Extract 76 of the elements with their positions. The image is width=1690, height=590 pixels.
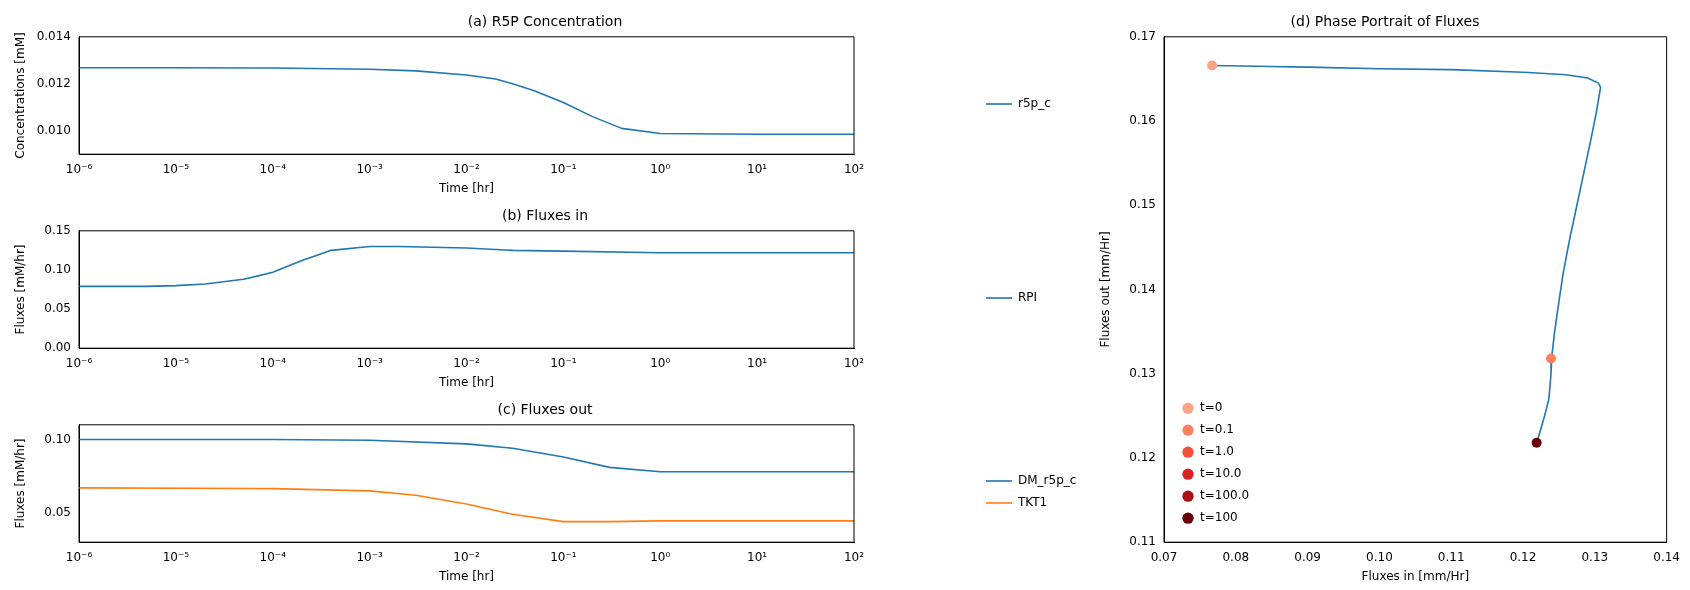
legend-label: t=100 xyxy=(1200,510,1238,525)
x-tick-label: 10⁻⁶ xyxy=(65,355,93,370)
x-tick-label: 10⁰ xyxy=(650,355,671,370)
point xyxy=(1546,353,1557,364)
x-tick-label: 10¹ xyxy=(747,355,768,370)
y-axis-title: Concentrations [mM] xyxy=(13,32,28,159)
x-tick-label: 10⁰ xyxy=(650,549,671,564)
x-tick-label: 10⁻¹ xyxy=(550,161,577,176)
x-tick-label: 10² xyxy=(843,161,865,176)
x-tick-label: 10⁻¹ xyxy=(550,355,577,370)
x-tick-label: 0.13 xyxy=(1581,549,1609,564)
x-tick-label: 10⁻³ xyxy=(356,161,384,176)
point xyxy=(1531,437,1542,448)
chart-title: (b) Fluxes in xyxy=(501,207,589,224)
y-tick-label: 0.11 xyxy=(1129,534,1156,549)
x-tick-label: 10⁻¹ xyxy=(550,549,577,564)
x-tick-label: 0.14 xyxy=(1653,549,1680,564)
x-tick-label: 10⁻⁴ xyxy=(259,161,287,176)
y-tick-label: 0.15 xyxy=(44,222,71,237)
x-tick-label: 0.10 xyxy=(1366,549,1393,564)
x-tick-label: 10⁻⁴ xyxy=(259,355,287,370)
x-axis-title: Time [hr] xyxy=(437,568,495,583)
legend-label: t=10.0 xyxy=(1200,466,1242,481)
x-tick-label: 10¹ xyxy=(747,161,768,176)
y-tick-label: 0.012 xyxy=(36,75,71,90)
x-tick-label: 10⁻⁴ xyxy=(259,549,287,564)
point xyxy=(1207,60,1218,71)
chart-title: (d) Phase Portrait of Fluxes xyxy=(1290,13,1480,30)
x-tick-label: 10⁻⁶ xyxy=(65,161,93,176)
legend-label: r5p_c xyxy=(1018,96,1051,111)
y-tick-label: 0.10 xyxy=(44,262,71,277)
y-tick-label: 0.14 xyxy=(1129,281,1156,296)
x-tick-label: 0.12 xyxy=(1509,549,1537,564)
y-tick-label: 0.12 xyxy=(1129,450,1156,465)
y-tick-label: 0.16 xyxy=(1129,113,1156,128)
x-tick-label: 10⁻⁵ xyxy=(162,549,190,564)
x-axis-title: Time [hr] xyxy=(437,374,495,389)
legend-label: t=0.1 xyxy=(1200,422,1234,437)
x-tick-label: 10⁻⁶ xyxy=(65,549,93,564)
chart-title: (a) R5P Concentration xyxy=(467,13,623,30)
y-axis-title: Fluxes [mM/hr] xyxy=(13,438,28,529)
legend-label: t=100.0 xyxy=(1200,488,1250,503)
y-tick-label: 0.010 xyxy=(36,122,71,137)
x-tick-label: 10⁻⁵ xyxy=(162,355,190,370)
x-tick-label: 0.07 xyxy=(1150,549,1178,564)
y-axis-title: Fluxes [mM/hr] xyxy=(13,244,28,335)
x-tick-label: 0.09 xyxy=(1294,549,1321,564)
y-tick-label: 0.15 xyxy=(1129,197,1156,212)
y-tick-label: 0.05 xyxy=(44,301,71,316)
x-tick-label: 10⁻³ xyxy=(356,355,384,370)
y-tick-label: 0.17 xyxy=(1129,28,1156,43)
y-tick-label: 0.10 xyxy=(44,431,71,446)
y-tick-label: 0.13 xyxy=(1129,365,1156,380)
x-tick-label: 0.08 xyxy=(1222,549,1250,564)
y-tick-label: 0.00 xyxy=(44,340,71,355)
x-tick-label: 10¹ xyxy=(747,549,768,564)
x-tick-label: 10² xyxy=(843,549,865,564)
x-tick-label: 10⁻³ xyxy=(356,549,384,564)
x-tick-label: 10⁻² xyxy=(453,161,480,176)
x-tick-label: 10⁻² xyxy=(453,549,480,564)
x-tick-label: 10⁻² xyxy=(453,355,480,370)
legend-label: t=0 xyxy=(1200,400,1223,415)
y-axis-title: Fluxes out [mm/Hr] xyxy=(1098,231,1113,348)
legend-label: DM_r5p_c xyxy=(1018,473,1077,488)
x-axis-title: Time [hr] xyxy=(437,180,495,195)
x-tick-label: 0.11 xyxy=(1437,549,1465,564)
x-tick-label: 10⁻⁵ xyxy=(162,161,190,176)
chart-title: (c) Fluxes out xyxy=(497,401,594,418)
legend-label: t=1.0 xyxy=(1200,444,1234,459)
x-axis-title: Fluxes in [mm/Hr] xyxy=(1361,568,1470,583)
x-tick-label: 10⁰ xyxy=(650,161,671,176)
x-tick-label: 10² xyxy=(843,355,865,370)
y-tick-label: 0.05 xyxy=(44,504,71,519)
y-tick-label: 0.014 xyxy=(36,28,71,43)
legend-label: TKT1 xyxy=(1017,495,1048,510)
legend-label: RPI xyxy=(1018,290,1038,305)
